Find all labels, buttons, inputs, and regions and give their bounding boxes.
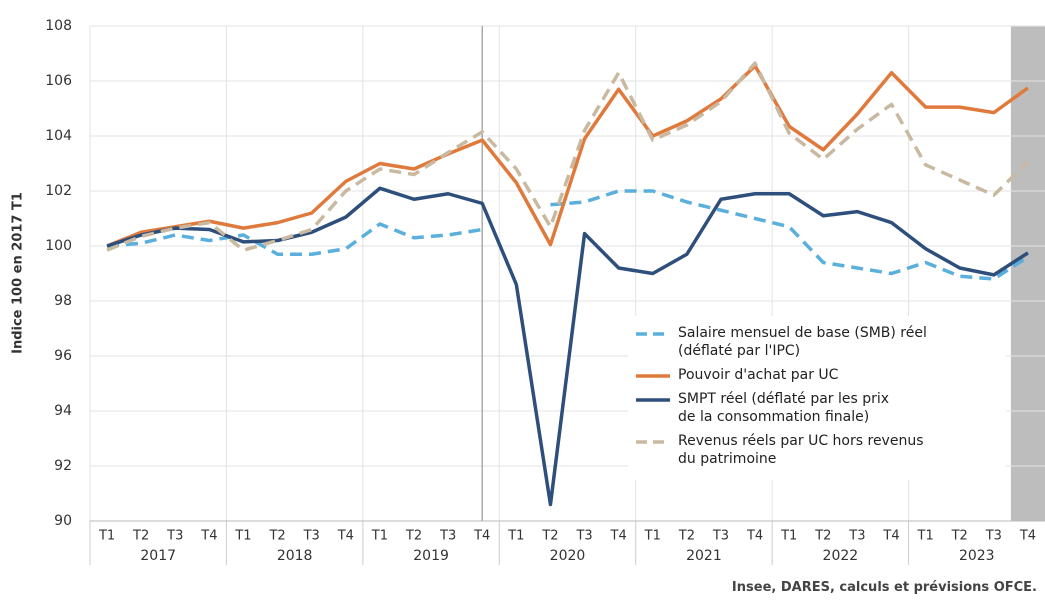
- year-label: 2018: [277, 548, 313, 564]
- x-tick-label: T4: [337, 529, 354, 544]
- y-tick-label: 108: [45, 18, 72, 34]
- x-tick-label: T2: [951, 529, 968, 544]
- x-tick-label: T2: [268, 529, 285, 544]
- x-tick-label: T3: [985, 529, 1002, 544]
- legend-item: Pouvoir d'achat par UC: [636, 366, 1006, 384]
- series-line: [106, 189, 1029, 281]
- x-tick-label: T4: [882, 529, 899, 544]
- source: Insee, DARES, calculs et prévisions OFCE…: [731, 580, 1037, 595]
- legend-item: SMPT réel (déflaté par les prix de la co…: [636, 390, 1006, 426]
- x-tick-label: T3: [439, 529, 456, 544]
- year-label: 2022: [823, 548, 859, 564]
- legend-swatch: [636, 332, 670, 336]
- x-tick-label: T2: [405, 529, 422, 544]
- legend-swatch: [636, 398, 670, 402]
- year-label: 2023: [959, 548, 995, 564]
- series-line: [106, 61, 1030, 252]
- legend-swatch: [636, 374, 670, 378]
- y-tick-label: 102: [45, 183, 72, 199]
- legend-label: Salaire mensuel de base (SMB) réel (défl…: [678, 325, 927, 359]
- year-label: 2021: [686, 548, 722, 564]
- series-line: [106, 186, 1029, 507]
- series-line: [106, 64, 1029, 248]
- legend-label: Pouvoir d'achat par UC: [678, 367, 839, 383]
- x-tick-label: T4: [473, 529, 490, 544]
- year-label: 2020: [550, 548, 586, 564]
- y-axis-label: Indice 100 en 2017 T1: [11, 192, 26, 354]
- forecast-shade: [1010, 26, 1045, 521]
- x-tick-label: T4: [1019, 529, 1036, 544]
- x-tick-label: T1: [234, 529, 251, 544]
- legend-label: Revenus réels par UC hors revenus du pat…: [678, 433, 924, 467]
- x-tick-label: T4: [610, 529, 627, 544]
- x-tick-label: T1: [780, 529, 797, 544]
- x-tick-label: T2: [814, 529, 831, 544]
- legend: Salaire mensuel de base (SMB) réel (défl…: [628, 316, 1006, 480]
- y-tick-label: 98: [54, 293, 72, 309]
- x-tick-label: T1: [98, 529, 115, 544]
- x-tick-label: T1: [371, 529, 388, 544]
- y-tick-label: 94: [54, 403, 72, 419]
- x-tick-label: T2: [541, 529, 558, 544]
- x-tick-label: T4: [200, 529, 217, 544]
- legend-item: Revenus réels par UC hors revenus du pat…: [636, 432, 1006, 468]
- legend-swatch: [636, 440, 670, 444]
- year-label: 2017: [140, 548, 176, 564]
- x-tick-label: T4: [746, 529, 763, 544]
- y-tick-label: 106: [45, 73, 72, 89]
- y-tick-label: 92: [54, 458, 72, 474]
- x-tick-label: T3: [303, 529, 320, 544]
- x-tick-label: T1: [917, 529, 934, 544]
- legend-item: Salaire mensuel de base (SMB) réel (défl…: [636, 324, 1006, 360]
- plot: Indice 100 en 2017 T1 90 92 94 96 98 100 102 10…: [11, 18, 1045, 565]
- x-tick-label: T1: [507, 529, 524, 544]
- x-tick-label: T3: [848, 529, 865, 544]
- x-tick-label: T3: [712, 529, 729, 544]
- y-tick-label: 104: [45, 128, 72, 144]
- x-tick-label: T1: [644, 529, 661, 544]
- legend-label: SMPT réel (déflaté par les prix de la co…: [678, 391, 890, 425]
- y-tick-label: 96: [54, 348, 72, 364]
- y-tick-label: 100: [45, 238, 72, 254]
- x-tick-label: T2: [678, 529, 695, 544]
- year-label: 2019: [413, 548, 449, 564]
- x-tick-label: T2: [132, 529, 149, 544]
- y-tick-label: 90: [54, 513, 72, 529]
- x-tick-label: T3: [575, 529, 592, 544]
- x-tick-label: T3: [166, 529, 183, 544]
